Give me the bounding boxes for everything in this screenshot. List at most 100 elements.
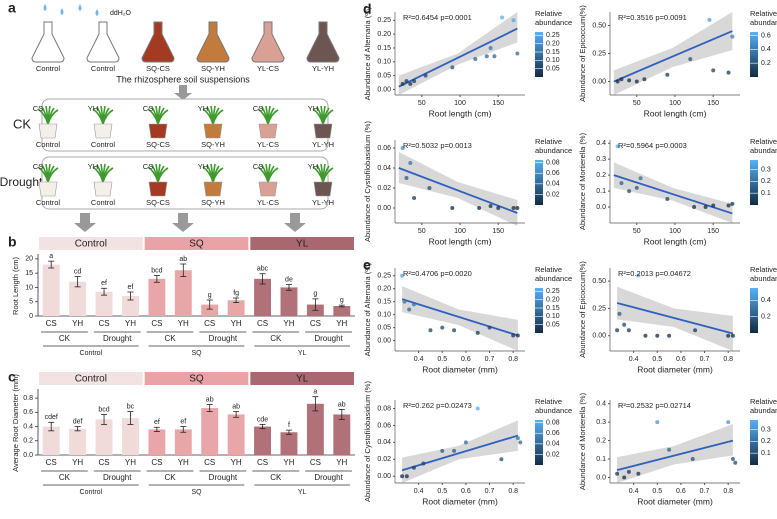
significance-letter: g xyxy=(313,291,317,298)
pot xyxy=(148,123,168,139)
x-tick-label: 150 xyxy=(707,100,719,107)
significance-letter: de xyxy=(285,276,293,283)
point xyxy=(450,65,455,70)
significance-letter: def xyxy=(73,418,83,425)
point xyxy=(412,196,417,200)
x-tick-label: 0.6 xyxy=(461,356,471,363)
y-axis-title: Abundance of Alternaria (%) xyxy=(363,6,372,100)
point xyxy=(496,206,501,210)
annotation: R²=0.5964 p=0.0003 xyxy=(618,141,687,150)
significance-letter: ef xyxy=(101,280,107,287)
x-tick-label: YH xyxy=(283,458,294,467)
group-header xyxy=(39,237,143,250)
x-tick-label: CS xyxy=(46,319,57,328)
y-tick-label: 0.00 xyxy=(377,473,391,480)
annotation: R²=0.4706 p=0.0020 xyxy=(403,269,472,278)
fit-line xyxy=(616,302,734,335)
x-tick-label: CS xyxy=(98,319,109,328)
colorbar-tick-label: 0.02 xyxy=(546,451,560,458)
annotation: R²=0.6454 p=0.0001 xyxy=(403,13,472,22)
colorbar-tick-label: 0.06 xyxy=(546,170,560,177)
error-bar xyxy=(206,299,213,310)
pot xyxy=(203,123,223,139)
y-tick-label: 0.0 xyxy=(23,452,33,459)
x-tick-label: CS xyxy=(98,458,109,467)
point xyxy=(615,144,620,149)
significance-letter: bcd xyxy=(151,267,162,274)
plant xyxy=(202,105,224,125)
bar xyxy=(42,426,60,455)
y-tick-label: 0.2 xyxy=(596,172,606,179)
point xyxy=(477,206,482,210)
y-tick-label: 0.00 xyxy=(377,86,391,93)
error-bar xyxy=(312,298,319,311)
x-tick-label: YH xyxy=(72,458,83,467)
flask xyxy=(31,21,65,63)
x-tick-label: CS xyxy=(257,458,268,467)
pot-top-label: CS xyxy=(143,162,153,171)
plant xyxy=(312,163,334,183)
y-axis-title: Abundance of Epicoccum(%) xyxy=(578,5,587,102)
colorbar-tick-label: 0.04 xyxy=(546,441,560,448)
pot-bottom-label: SQ-CS xyxy=(146,198,170,207)
colorbar xyxy=(535,288,543,333)
pot-top-label: YH xyxy=(308,104,318,113)
point xyxy=(627,189,632,194)
pot xyxy=(148,181,168,197)
bar xyxy=(174,429,192,455)
colorbar-tick-label: 0.25 xyxy=(546,288,560,295)
y-tick-label: 0.25 xyxy=(377,17,391,24)
subgroup-label: Drought xyxy=(103,334,132,343)
y-tick-label: 0.2 xyxy=(596,437,606,444)
plant xyxy=(312,105,334,125)
pot xyxy=(258,181,278,197)
group-label: SQ xyxy=(191,350,202,357)
flask xyxy=(86,21,120,63)
y-tick-label: 0.00 xyxy=(592,78,606,85)
x-tick-label: 0.8 xyxy=(723,488,733,495)
group-label: Control xyxy=(80,489,103,496)
point xyxy=(423,73,428,78)
y-axis-title: Abundance of Alternaria (%) xyxy=(363,262,372,356)
colorbar-tick-label: 0.08 xyxy=(546,159,560,166)
pot-bottom-label: YL-CS xyxy=(257,198,279,207)
x-tick-label: YH xyxy=(283,319,294,328)
point xyxy=(407,307,412,312)
point xyxy=(622,322,627,327)
colorbar-tick-label: 0.4 xyxy=(761,46,771,53)
y-tick-label: 0.06 xyxy=(377,422,391,429)
significance-letter: a xyxy=(49,253,53,260)
point xyxy=(421,461,426,466)
point xyxy=(402,299,407,304)
point xyxy=(707,17,712,22)
point xyxy=(404,176,409,180)
colorbar-tick-label: 0.10 xyxy=(546,57,560,64)
bar xyxy=(333,414,351,455)
confidence-band xyxy=(617,423,733,483)
leaf xyxy=(47,109,59,125)
point xyxy=(642,77,647,82)
point xyxy=(450,206,455,210)
plant xyxy=(147,105,169,125)
flask xyxy=(251,21,285,63)
pot-top-label: YH xyxy=(88,104,98,113)
y-tick-label: 0.4 xyxy=(596,401,606,408)
water-drops xyxy=(43,4,99,16)
y-tick-label: 20 xyxy=(25,256,33,263)
x-tick-label: YH xyxy=(178,319,189,328)
leaf xyxy=(157,167,169,183)
bar xyxy=(280,287,298,316)
point xyxy=(428,328,433,333)
point xyxy=(667,333,672,338)
bar xyxy=(122,296,139,316)
leaf xyxy=(212,167,224,183)
point xyxy=(655,420,660,425)
point xyxy=(626,469,631,474)
y-tick-label: 0.4 xyxy=(596,140,606,147)
plant xyxy=(92,105,114,125)
point xyxy=(511,206,516,210)
x-tick-label: CS xyxy=(257,319,268,328)
fit-line xyxy=(398,27,518,88)
